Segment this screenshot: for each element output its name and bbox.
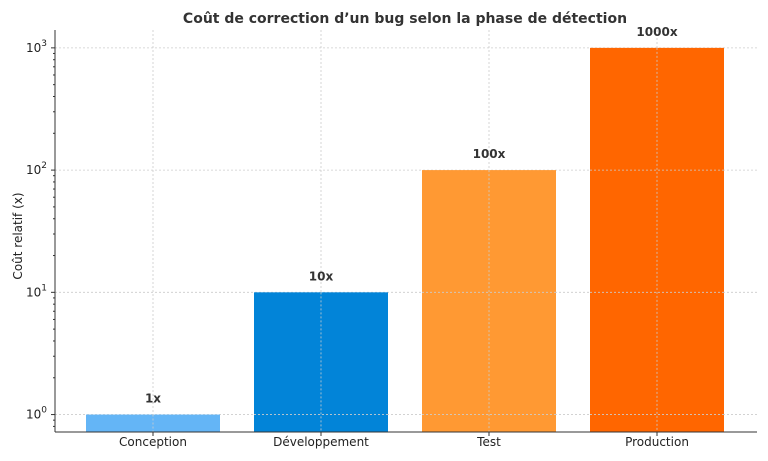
- labels: 1x 10x 100x 1000x: [145, 25, 678, 406]
- data-label: 10x: [309, 269, 334, 283]
- y-tick-label: 100: [26, 406, 47, 422]
- x-tick-label: Production: [625, 435, 689, 449]
- x-tick-label: Conception: [119, 435, 187, 449]
- x-tick-label: Test: [476, 435, 501, 449]
- chart-title: Coût de correction d’un bug selon la pha…: [183, 11, 627, 27]
- data-label: 1x: [145, 392, 161, 406]
- data-label: 100x: [473, 147, 506, 161]
- y-tick-label: 101: [26, 283, 47, 299]
- bar-test: [422, 170, 556, 432]
- data-label: 1000x: [636, 25, 677, 39]
- x-tick-label: Développement: [273, 435, 369, 449]
- y-tick-label: 103: [26, 39, 47, 55]
- axes: 100 101 102 103 Conception Développement Test P…: [26, 30, 757, 449]
- bars: [86, 47, 724, 433]
- y-axis-label: Coût relatif (x): [11, 192, 25, 279]
- y-tick-label: 102: [26, 161, 47, 177]
